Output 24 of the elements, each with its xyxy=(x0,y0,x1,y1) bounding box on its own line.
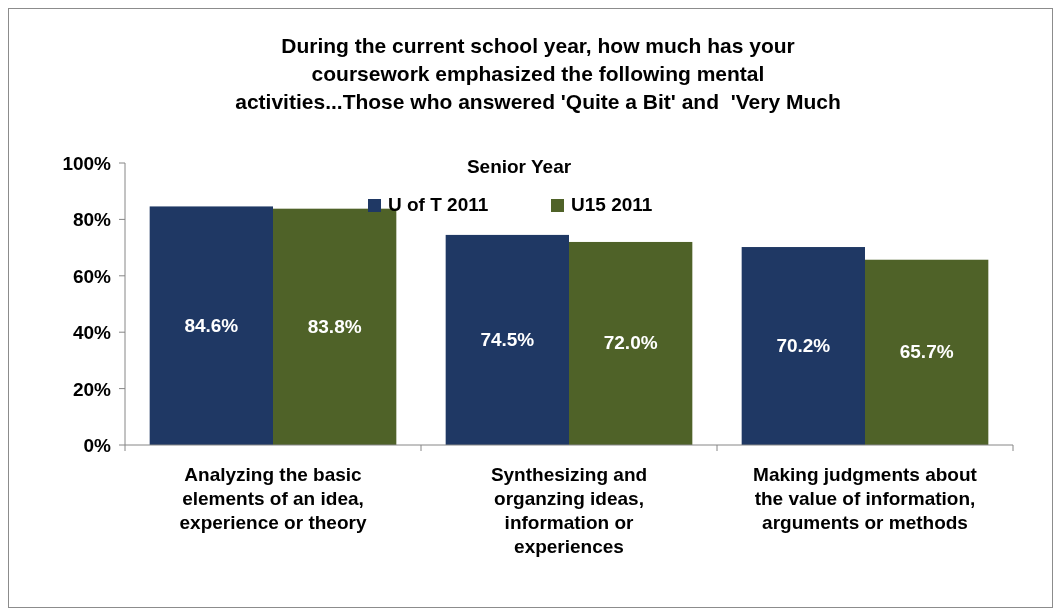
bar xyxy=(741,247,865,445)
bar xyxy=(149,206,273,445)
bar xyxy=(865,259,989,445)
y-tick-label: 80% xyxy=(72,209,112,231)
y-tick-label: 60% xyxy=(72,265,112,287)
data-label: 70.2% xyxy=(776,335,831,357)
bar xyxy=(445,234,569,445)
y-tick-label: 100% xyxy=(62,153,112,174)
data-label: 84.6% xyxy=(184,314,239,336)
x-tick-label: Synthesizing and organzing ideas, information or experiences xyxy=(490,464,648,557)
chart-title: During the current school year, how much has your coursework emphasized the following mental activities...Those who answered 'Quite a Bit' and 'Very Much xyxy=(235,34,841,113)
y-tick-label: 0% xyxy=(83,435,112,456)
chart-subtitle: Senior Year xyxy=(466,156,572,177)
x-tick-label: Analyzing the basic elements of an idea, experience or theory xyxy=(179,464,367,533)
legend-label: U of T 2011 xyxy=(388,194,489,215)
legend-label: U15 2011 xyxy=(571,194,653,215)
y-tick-label: 40% xyxy=(72,322,112,344)
x-tick-label: Making judgments about the value of information, arguments or methods xyxy=(753,464,978,533)
data-label: 83.8% xyxy=(307,315,362,337)
data-label: 72.0% xyxy=(603,332,658,354)
bar xyxy=(569,241,693,445)
y-tick-label: 20% xyxy=(72,378,112,400)
data-label: 65.7% xyxy=(899,341,954,363)
data-label: 74.5% xyxy=(480,328,535,350)
